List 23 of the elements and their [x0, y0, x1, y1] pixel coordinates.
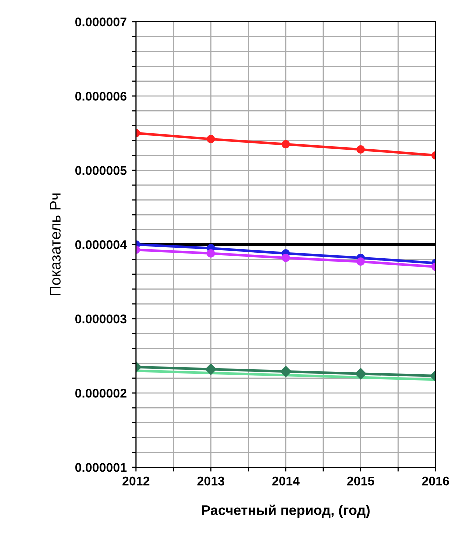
x-axis-title: Расчетный период, (год) [202, 504, 370, 518]
point [356, 258, 366, 266]
point [280, 366, 292, 378]
y-axis-title: Показатель Рч [50, 194, 61, 296]
y-tick-label: 0.000006 [76, 92, 127, 101]
y-tick-label: 0.000001 [76, 463, 127, 472]
y-tick-label: 0.000004 [76, 240, 128, 250]
point [282, 254, 290, 262]
x-tick-label: 2014 [272, 476, 300, 486]
y-tick-label: 0.000003 [76, 314, 127, 324]
x-tick-label: 2013 [198, 476, 225, 486]
y-tick-label: 0.000005 [76, 166, 127, 176]
y-tick-label: 0.000002 [76, 389, 127, 398]
point [282, 140, 290, 149]
x-tick-label: 2012 [122, 476, 150, 486]
y-tick-label: 0.000007 [76, 18, 127, 27]
point [206, 249, 216, 258]
point [206, 364, 217, 376]
x-tick-label: 2016 [422, 476, 450, 486]
point [355, 368, 367, 380]
point [356, 146, 366, 154]
point [206, 135, 216, 144]
x-tick-label: 2015 [347, 476, 374, 486]
